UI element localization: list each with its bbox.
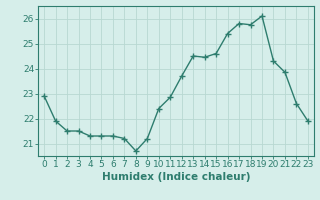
X-axis label: Humidex (Indice chaleur): Humidex (Indice chaleur) xyxy=(102,172,250,182)
